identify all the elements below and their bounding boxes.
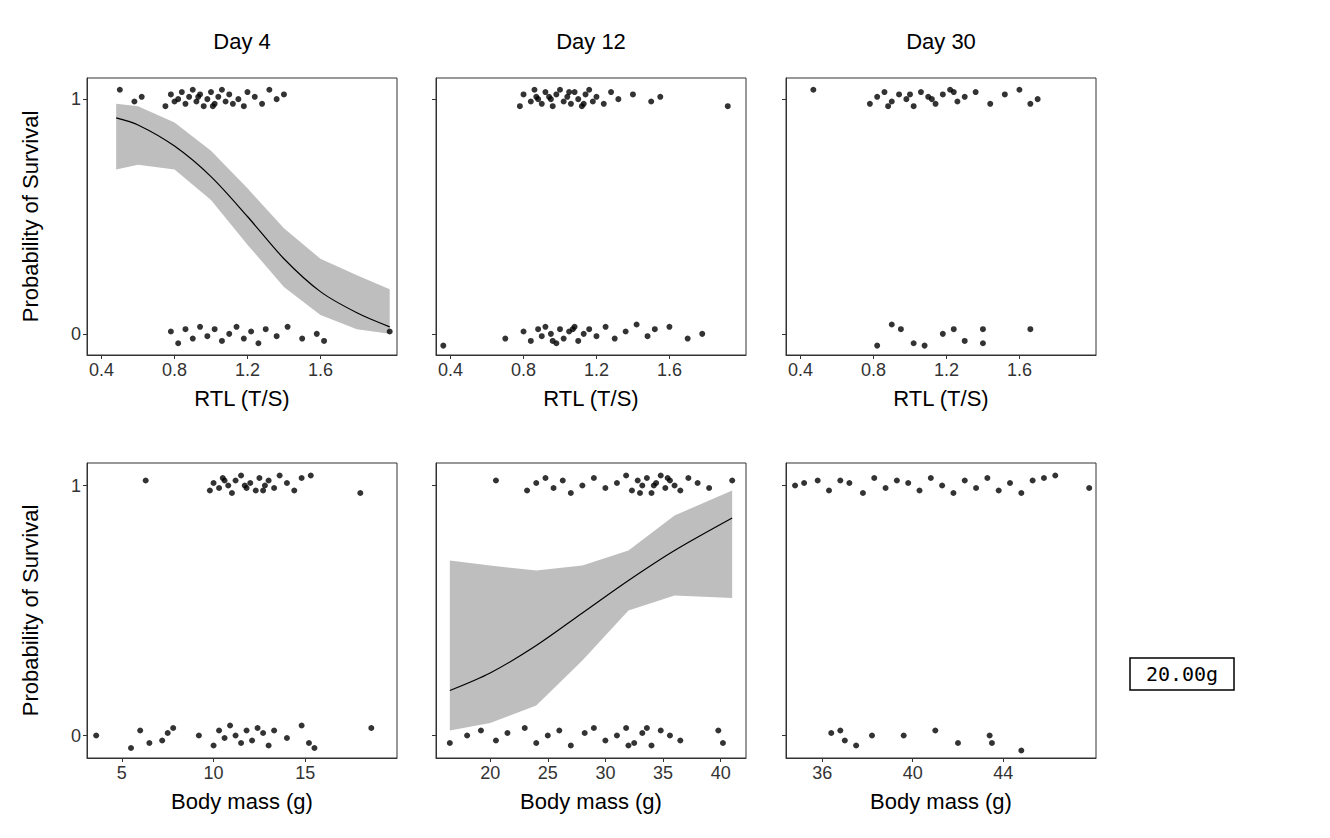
svg-text:Body mass (g): Body mass (g) (870, 789, 1012, 814)
svg-text:Probability of Survival: Probability of Survival (18, 111, 43, 323)
svg-text:1.6: 1.6 (657, 360, 682, 380)
svg-text:RTL (T/S): RTL (T/S) (194, 386, 289, 411)
svg-text:Body mass (g): Body mass (g) (520, 789, 662, 814)
svg-text:40: 40 (711, 763, 731, 783)
svg-text:20.00g: 20.00g (1146, 662, 1218, 686)
svg-text:0: 0 (71, 324, 81, 344)
svg-text:25: 25 (538, 763, 558, 783)
svg-text:0.4: 0.4 (89, 360, 114, 380)
svg-text:0: 0 (71, 726, 81, 746)
svg-text:5: 5 (117, 763, 127, 783)
svg-text:0.4: 0.4 (438, 360, 463, 380)
svg-text:44: 44 (993, 763, 1013, 783)
svg-text:1.2: 1.2 (235, 360, 260, 380)
svg-text:35: 35 (653, 763, 673, 783)
svg-text:0.8: 0.8 (162, 360, 187, 380)
svg-text:0.8: 0.8 (511, 360, 536, 380)
svg-text:0.4: 0.4 (788, 360, 813, 380)
svg-text:20: 20 (480, 763, 500, 783)
svg-text:Day 30: Day 30 (906, 29, 976, 54)
svg-text:36: 36 (812, 763, 832, 783)
svg-text:Day 12: Day 12 (556, 29, 626, 54)
svg-text:1: 1 (71, 476, 81, 496)
svg-text:RTL (T/S): RTL (T/S) (543, 386, 638, 411)
svg-text:Day 4: Day 4 (213, 29, 270, 54)
svg-text:Body mass (g): Body mass (g) (171, 789, 313, 814)
svg-text:0.8: 0.8 (861, 360, 886, 380)
svg-text:1.2: 1.2 (584, 360, 609, 380)
svg-text:15: 15 (295, 763, 315, 783)
svg-text:RTL (T/S): RTL (T/S) (893, 386, 988, 411)
svg-text:30: 30 (595, 763, 615, 783)
svg-text:1.6: 1.6 (308, 360, 333, 380)
svg-text:10: 10 (204, 763, 224, 783)
svg-text:40: 40 (903, 763, 923, 783)
svg-text:1: 1 (71, 89, 81, 109)
svg-text:Probability of Survival: Probability of Survival (18, 505, 43, 717)
svg-text:1.6: 1.6 (1007, 360, 1032, 380)
svg-text:1.2: 1.2 (934, 360, 959, 380)
